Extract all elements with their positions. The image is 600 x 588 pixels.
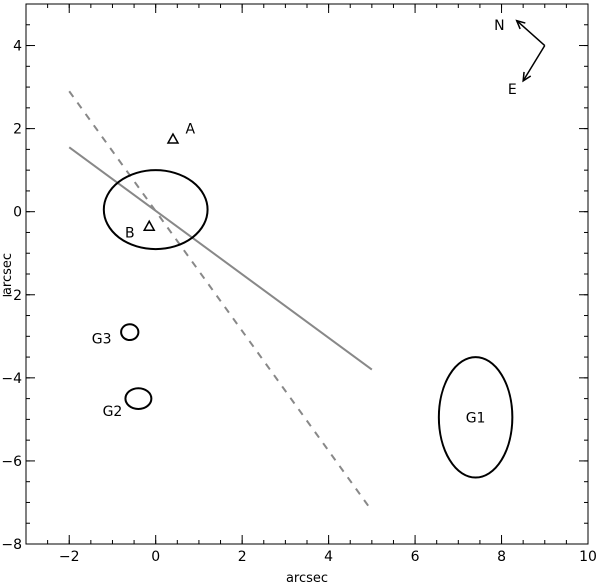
x-tick-label: 10 [579, 549, 597, 565]
ellipse-G2 [124, 387, 153, 411]
compass-north-label: N [494, 18, 504, 34]
compass-east-arrow-shaft [522, 45, 546, 82]
compass-north-arrow-head [515, 19, 526, 30]
compass-east-label: E [508, 82, 517, 98]
ellipse-G3 [120, 323, 140, 342]
axes [25, 3, 589, 545]
dashed-line [68, 90, 373, 512]
x-tick-label: −2 [59, 549, 80, 565]
x-tick-label: 2 [238, 549, 247, 565]
label-G2: G2 [103, 404, 123, 420]
solid-line [68, 146, 373, 371]
y-tick-label: 4 [13, 39, 22, 55]
plot-labels: −2 0 2 4 6 8 10 −8 −6 −4 −2 0 2 4 G1 G2 G3 A B N E [1, 18, 597, 565]
x-tick-label: 4 [324, 549, 333, 565]
y-tick-label: 2 [13, 122, 22, 138]
ellipse-G1 [437, 356, 514, 479]
ellipse-central [102, 169, 209, 251]
x-tick-label: 6 [411, 549, 420, 565]
plot-marks [68, 19, 546, 512]
y-tick-label: 0 [13, 205, 22, 221]
compass-east-arrow-head [522, 71, 532, 83]
label-G1: G1 [466, 410, 486, 426]
x-tick-label: 0 [151, 549, 160, 565]
point-a [166, 132, 180, 144]
y-tick-label: −4 [1, 371, 22, 387]
label-G3: G3 [92, 331, 112, 347]
point-label-b: B [125, 225, 135, 241]
y-axis-title: arcsec [0, 253, 15, 295]
x-axis-title: arcsec [286, 571, 328, 586]
y-tick-label: −2 [1, 288, 22, 304]
y-tick-label: −8 [1, 537, 22, 553]
point-b [142, 219, 156, 231]
x-tick-label: 8 [497, 549, 506, 565]
compass-north-arrow-shaft [516, 20, 546, 47]
y-tick-label: −6 [1, 454, 22, 470]
point-label-a: A [185, 122, 195, 138]
plot-frame [25, 3, 589, 545]
